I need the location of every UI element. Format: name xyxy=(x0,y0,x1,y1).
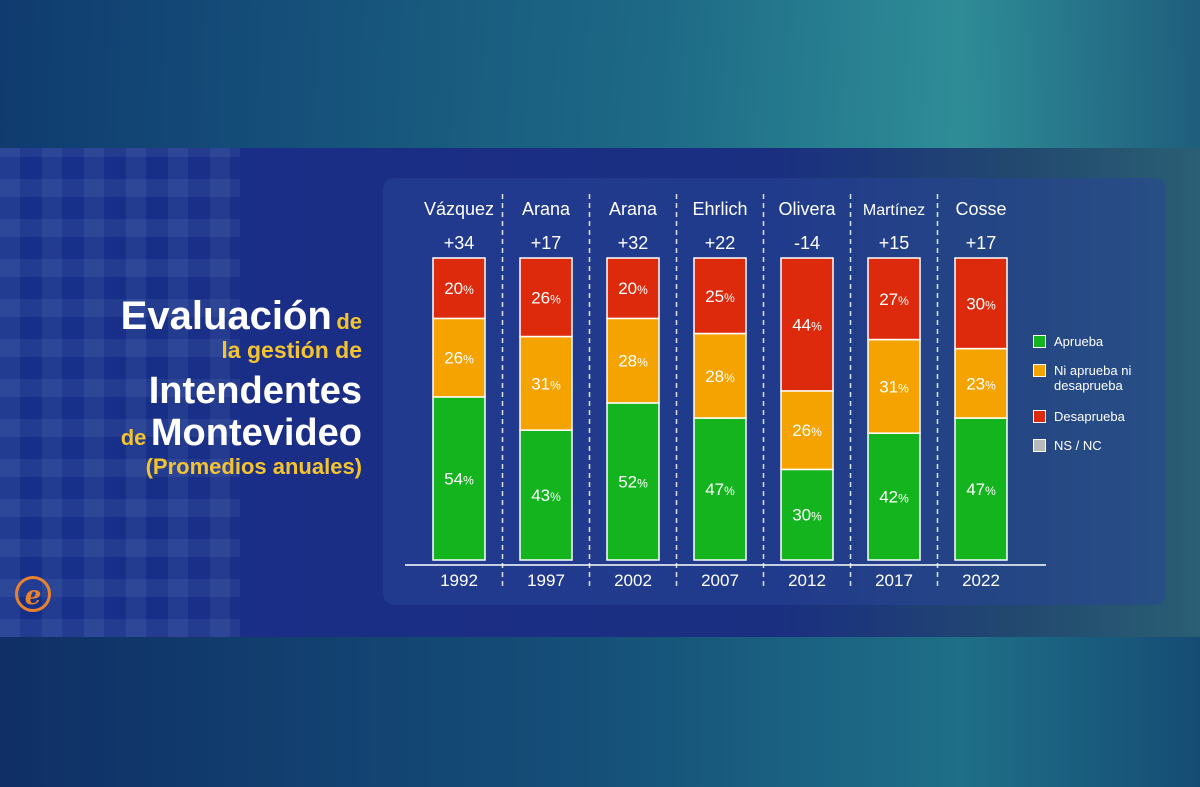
segment-value-label: 47% xyxy=(705,480,735,499)
bar-segment-desaprueba xyxy=(954,257,1008,350)
legend-label: NS / NC xyxy=(1054,438,1102,453)
title-la-gestion: la gestión de xyxy=(221,337,362,363)
bar-segment-aprueba xyxy=(519,429,573,561)
chart-panel xyxy=(383,178,1166,605)
bar-segment-ni xyxy=(693,332,747,419)
bar-segment-desaprueba xyxy=(432,257,486,320)
year-tick-label: 1997 xyxy=(527,571,565,590)
segment-value-label: 20% xyxy=(444,279,474,298)
segment-value-label: 30% xyxy=(792,506,822,525)
segment-value-label: 26% xyxy=(792,421,822,440)
segment-value-label: 20% xyxy=(618,279,648,298)
segment-value-label: 30% xyxy=(966,294,996,313)
bar-segment-desaprueba xyxy=(519,257,573,338)
intendente-name: Arana xyxy=(609,199,658,219)
net-approval-label: +17 xyxy=(531,233,562,253)
bar-segment-desaprueba xyxy=(606,257,660,320)
segment-value-label: 26% xyxy=(444,349,474,368)
segment-value-label: 47% xyxy=(966,480,996,499)
bar-segment-desaprueba xyxy=(867,257,921,341)
bar-segment-aprueba xyxy=(606,402,660,561)
net-approval-label: +22 xyxy=(705,233,736,253)
legend-swatch xyxy=(1033,335,1046,348)
segment-value-label: 25% xyxy=(705,287,735,306)
year-tick-label: 1992 xyxy=(440,571,478,590)
legend-swatch xyxy=(1033,410,1046,423)
year-tick-label: 2017 xyxy=(875,571,913,590)
bar-segment-ni xyxy=(519,335,573,431)
background-bottom xyxy=(0,637,1200,787)
bar-segment-desaprueba xyxy=(780,257,834,392)
brand-logo: e xyxy=(15,576,51,612)
title-intendentes: Intendentes xyxy=(148,370,362,412)
title-promedios: (Promedios anuales) xyxy=(145,454,362,479)
legend-swatch xyxy=(1033,439,1046,452)
bar-segment-aprueba xyxy=(780,468,834,561)
bar-segment-ni xyxy=(867,338,921,434)
bar-segment-ni xyxy=(606,317,660,404)
net-approval-label: +15 xyxy=(879,233,910,253)
year-tick-label: 2022 xyxy=(962,571,1000,590)
segment-value-label: 26% xyxy=(531,288,561,307)
net-approval-label: +34 xyxy=(444,233,475,253)
segment-value-label: 28% xyxy=(705,367,735,386)
segment-value-label: 31% xyxy=(879,377,909,396)
bar-segment-aprueba xyxy=(693,417,747,561)
title-de-1: de xyxy=(336,309,362,334)
bar-segment-ni xyxy=(432,317,486,398)
legend-label: Aprueba xyxy=(1054,334,1104,349)
intendente-name: Martínez xyxy=(863,202,925,219)
intendente-name: Ehrlich xyxy=(692,199,747,219)
net-approval-label: +17 xyxy=(966,233,997,253)
segment-value-label: 23% xyxy=(966,374,996,393)
segment-value-label: 52% xyxy=(618,472,648,491)
background-top xyxy=(0,0,1200,148)
chart-title: Evaluación de la gestión de Intendentes … xyxy=(121,296,362,478)
segment-value-label: 54% xyxy=(444,469,474,488)
year-tick-label: 2002 xyxy=(614,571,652,590)
intendente-name: Arana xyxy=(522,199,571,219)
background-building xyxy=(0,148,240,637)
legend-item-ni: Ni aprueba ni desaprueba xyxy=(1033,363,1146,393)
title-de-2: de xyxy=(120,425,147,450)
bar-segment-ni xyxy=(780,390,834,471)
legend-label: Ni aprueba ni desaprueba xyxy=(1054,363,1132,393)
legend-item-aprueba: Aprueba xyxy=(1033,334,1164,349)
bar-segment-ni xyxy=(954,347,1008,419)
title-montevideo: Montevideo xyxy=(150,412,362,454)
segment-value-label: 28% xyxy=(618,352,648,371)
legend-label: Desaprueba xyxy=(1054,409,1125,424)
bar-segment-aprueba xyxy=(432,396,486,561)
bar-segment-aprueba xyxy=(867,432,921,561)
legend-item-desaprueba: Desaprueba xyxy=(1033,409,1164,424)
intendente-name: Cosse xyxy=(955,199,1006,219)
bar-segment-desaprueba xyxy=(693,257,747,335)
title-evaluacion: Evaluación xyxy=(120,294,332,338)
segment-value-label: 43% xyxy=(531,486,561,505)
legend-swatch xyxy=(1033,364,1046,377)
intendente-name: Vázquez xyxy=(424,199,494,219)
year-tick-label: 2012 xyxy=(788,571,826,590)
net-approval-label: +32 xyxy=(618,233,649,253)
segment-value-label: 31% xyxy=(531,374,561,393)
year-tick-label: 2007 xyxy=(701,571,739,590)
legend-item-nsnc: NS / NC xyxy=(1033,438,1164,453)
segment-value-label: 44% xyxy=(792,315,822,334)
segment-value-label: 27% xyxy=(879,290,909,309)
net-approval-label: -14 xyxy=(794,233,820,253)
intendente-name: Olivera xyxy=(778,199,836,219)
segment-value-label: 42% xyxy=(879,488,909,507)
